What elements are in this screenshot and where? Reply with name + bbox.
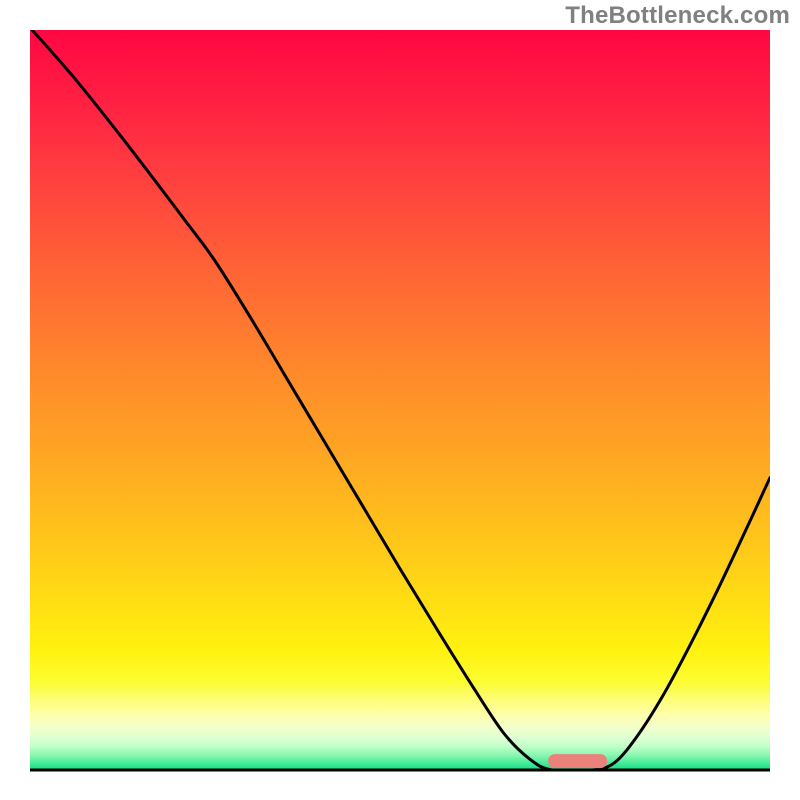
bottleneck-curve-chart xyxy=(0,0,800,800)
optimal-range-bar xyxy=(548,754,607,768)
watermark-label: TheBottleneck.com xyxy=(565,2,790,30)
chart-container: TheBottleneck.com xyxy=(0,0,800,800)
gradient-background xyxy=(30,30,770,770)
